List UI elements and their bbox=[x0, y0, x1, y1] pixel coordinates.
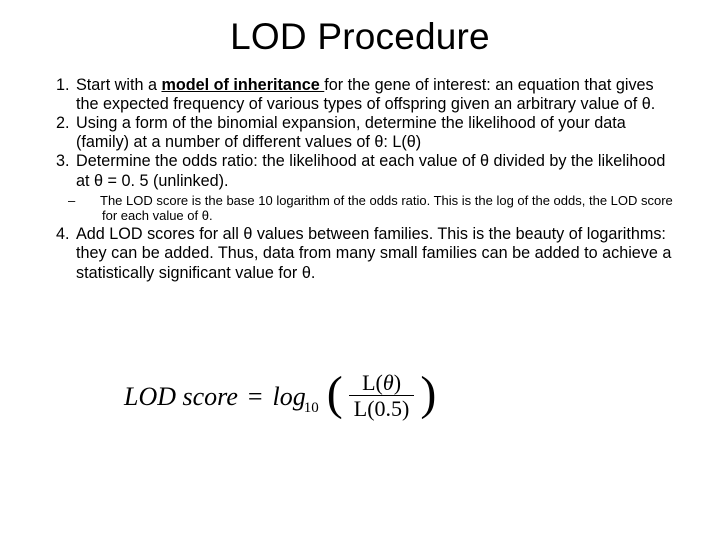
procedure-list: Start with a model of inheritance for th… bbox=[48, 76, 680, 283]
text: Using a form of the binomial expansion, … bbox=[76, 114, 626, 151]
slide: LOD Procedure Start with a model of inhe… bbox=[0, 0, 720, 540]
emphasis-underline: model of inheritance bbox=[161, 76, 324, 94]
list-item: Start with a model of inheritance for th… bbox=[74, 76, 680, 114]
formula-lhs: LOD score bbox=[124, 382, 238, 412]
sub-list-item: The LOD score is the base 10 logarithm o… bbox=[86, 193, 680, 224]
formula-rhs: log10 bbox=[273, 382, 321, 412]
fraction: L(θ) L(0.5) bbox=[349, 371, 415, 420]
list-item: Add LOD scores for all θ values between … bbox=[74, 225, 680, 282]
fraction-numerator: L(θ) bbox=[357, 371, 406, 395]
list-item: Using a form of the binomial expansion, … bbox=[74, 114, 680, 152]
log-symbol: log bbox=[273, 382, 306, 411]
list-item: Determine the odds ratio: the likelihood… bbox=[74, 152, 680, 223]
equals-sign: = bbox=[244, 382, 267, 412]
sub-list: The LOD score is the base 10 logarithm o… bbox=[86, 193, 680, 224]
text: Determine the odds ratio: the likelihood… bbox=[76, 152, 665, 189]
text: The LOD score is the base 10 logarithm o… bbox=[100, 193, 673, 223]
text: Add LOD scores for all θ values between … bbox=[76, 225, 671, 281]
text: Start with a bbox=[76, 76, 161, 94]
right-paren-icon: ) bbox=[420, 382, 436, 406]
fraction-denominator: L(0.5) bbox=[349, 395, 415, 420]
lod-formula: LOD score = log10 ( L(θ) L(0.5) ) bbox=[124, 372, 436, 421]
log-base: 10 bbox=[304, 400, 319, 416]
page-title: LOD Procedure bbox=[40, 16, 680, 58]
left-paren-icon: ( bbox=[327, 382, 343, 406]
